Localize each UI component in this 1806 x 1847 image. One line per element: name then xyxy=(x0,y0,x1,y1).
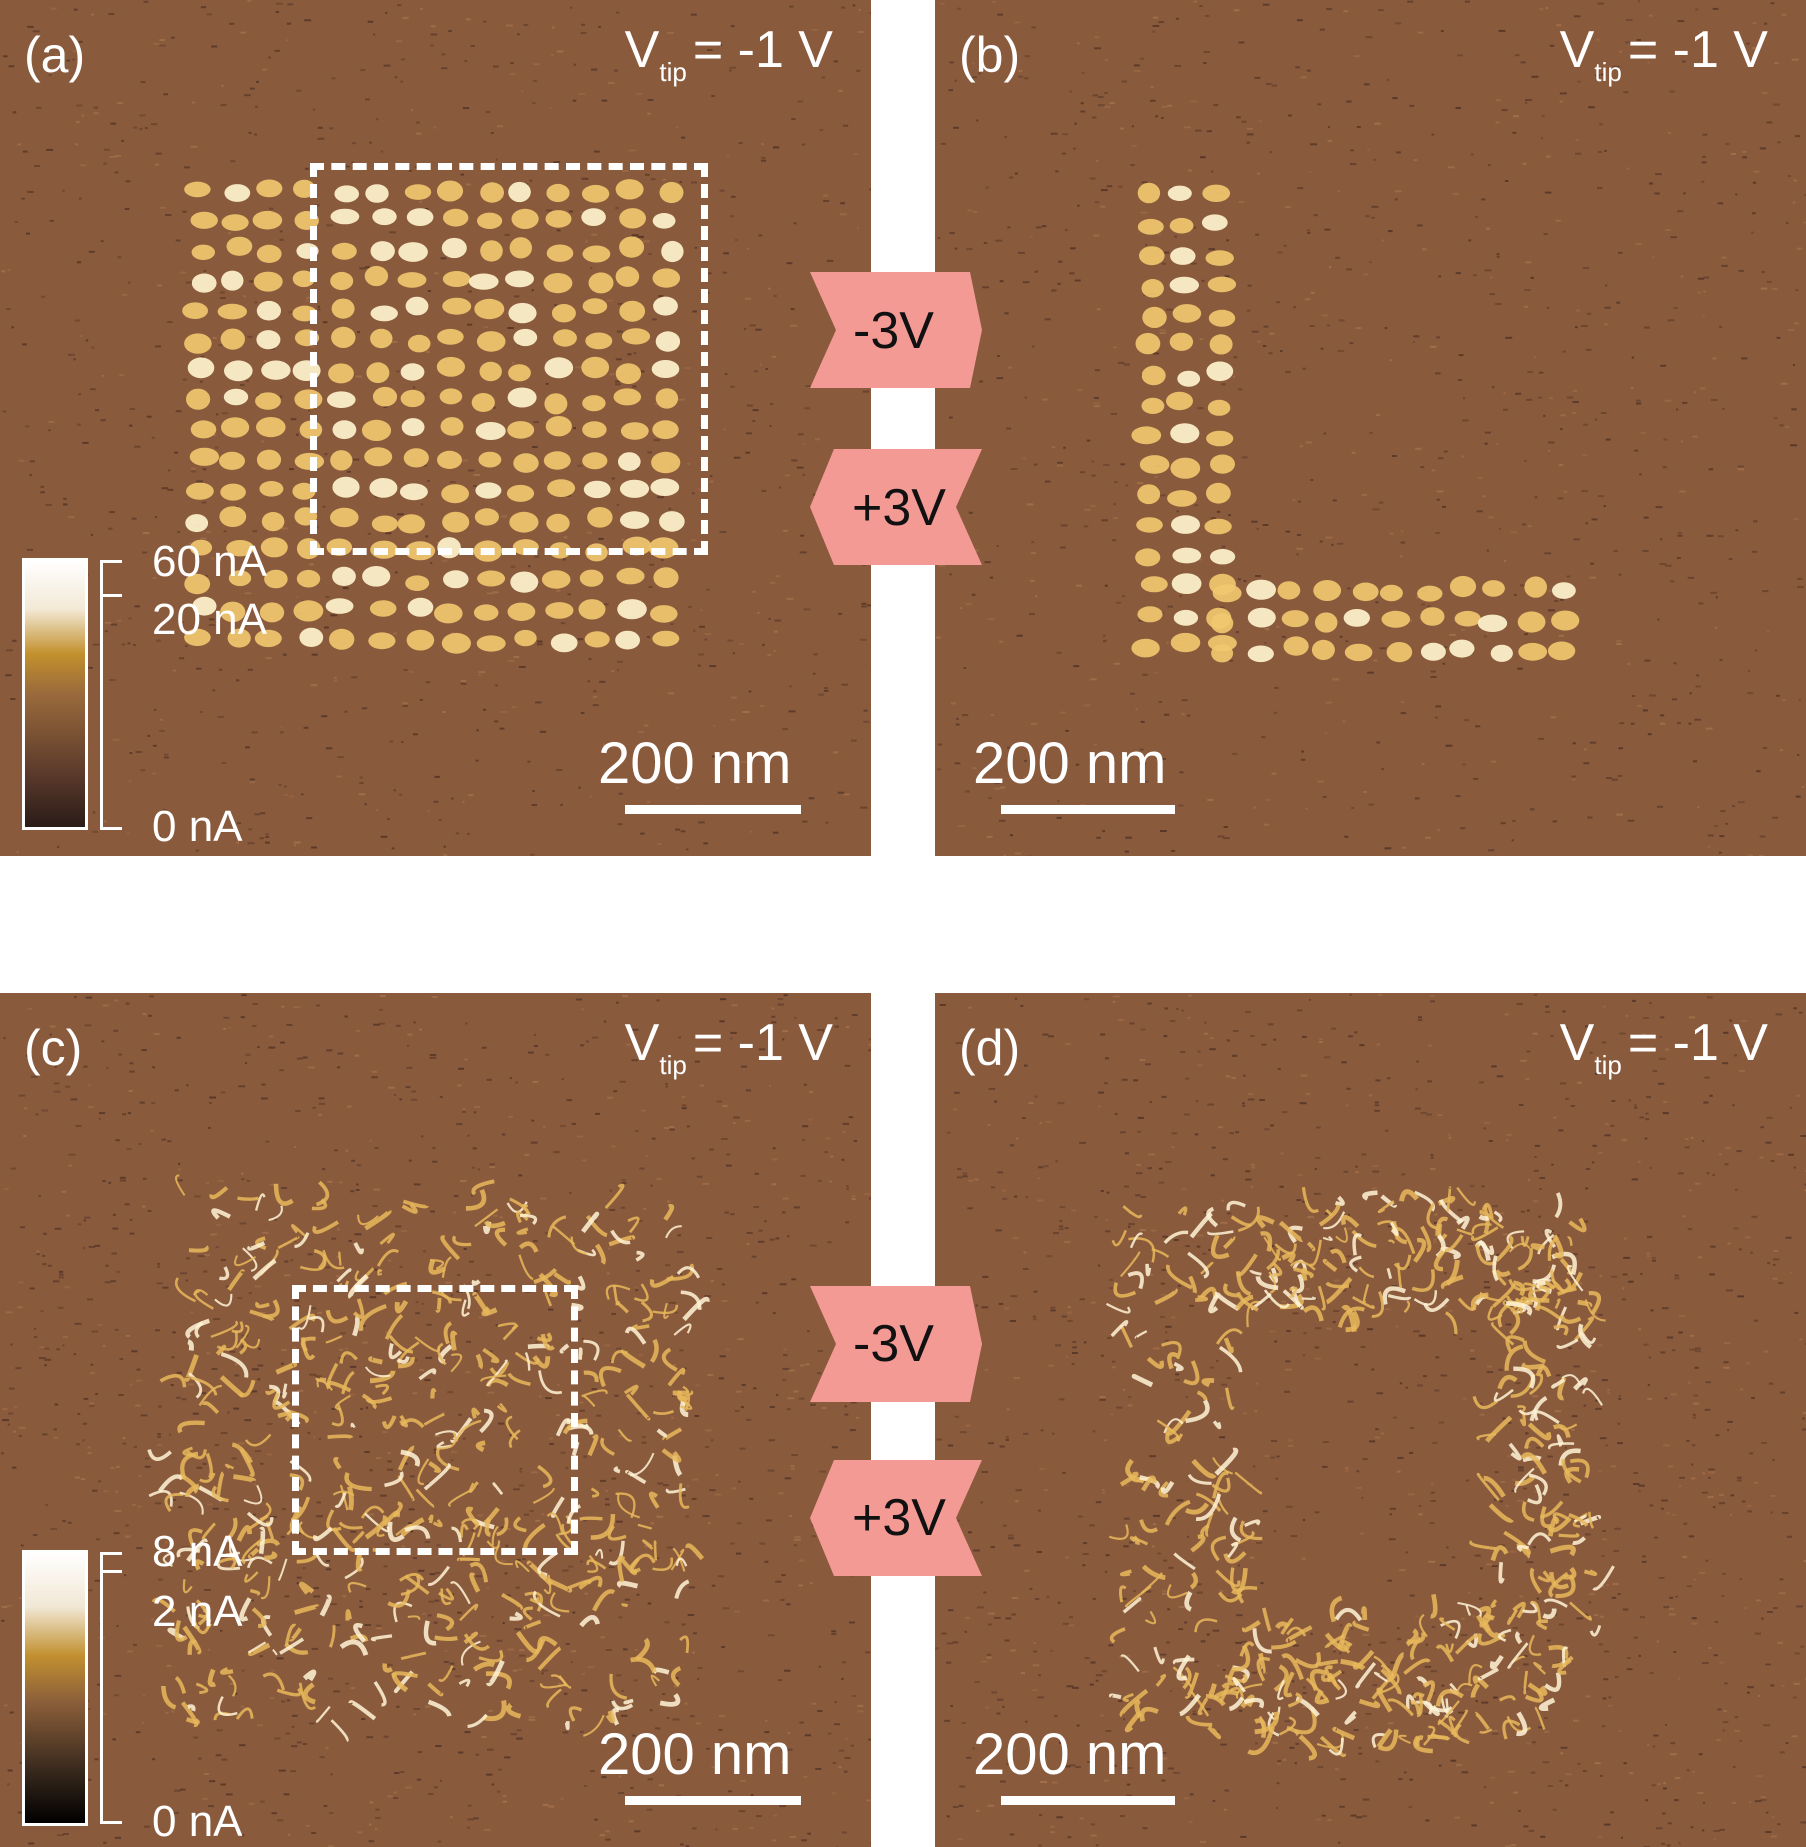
tip-voltage: Vtip = -1 V xyxy=(1559,1014,1768,1080)
right-arrow-label: +3V xyxy=(852,1489,946,1547)
scale-bar xyxy=(625,1796,801,1805)
right-arrow-shape xyxy=(810,449,982,565)
scale-bar xyxy=(1001,805,1175,814)
colorbar-mid-label: 20 nA xyxy=(152,595,267,644)
current-map-c xyxy=(1,994,871,1847)
colorbar-min-label: 0 nA xyxy=(152,1797,243,1846)
scan-region-box xyxy=(310,163,708,555)
left-arrow-label: -3V xyxy=(853,1315,934,1373)
colorbar-top xyxy=(22,558,88,830)
left-arrow-shape xyxy=(810,1286,982,1402)
panel-label: (a) xyxy=(24,27,86,83)
tip-voltage: Vtip = -1 V xyxy=(624,21,833,87)
panel-d: (d) Vtip = -1 V 200 nm xyxy=(935,993,1806,1847)
panel-c: (c) Vtip = -1 V 200 nm xyxy=(0,993,871,1847)
panel-a: (a) Vtip = -1 V 200 nm xyxy=(0,0,871,856)
scale-bar xyxy=(625,805,801,814)
panel-label: (d) xyxy=(959,1020,1021,1076)
current-map-b xyxy=(935,0,1806,856)
left-arrow-label: -3V xyxy=(853,302,934,360)
colorbar-max-label: 60 nA xyxy=(152,537,267,586)
right-arrow-shape xyxy=(810,1460,982,1576)
left-arrow-shape xyxy=(810,272,982,388)
scale-bar xyxy=(1001,1796,1175,1805)
panel-label: (c) xyxy=(24,1020,83,1076)
current-map-d xyxy=(935,993,1806,1847)
scale-label: 200 nm xyxy=(973,731,1167,796)
tip-voltage: Vtip = -1 V xyxy=(624,1014,833,1080)
tip-voltage: Vtip = -1 V xyxy=(1559,21,1768,87)
scale-label: 200 nm xyxy=(598,731,792,796)
scale-label: 200 nm xyxy=(598,1722,792,1787)
scan-region-box xyxy=(292,1285,578,1555)
colorbar-max-label: 8 nA xyxy=(152,1527,243,1576)
panel-b: (b) Vtip = -1 V 200 nm xyxy=(935,0,1806,856)
right-arrow-label: +3V xyxy=(852,479,946,537)
colorbar-bottom xyxy=(22,1550,88,1826)
panel-label: (b) xyxy=(959,27,1021,83)
colorbar-min-label: 0 nA xyxy=(152,802,243,851)
scale-label: 200 nm xyxy=(973,1722,1167,1787)
colorbar-mid-label: 2 nA xyxy=(152,1587,243,1636)
